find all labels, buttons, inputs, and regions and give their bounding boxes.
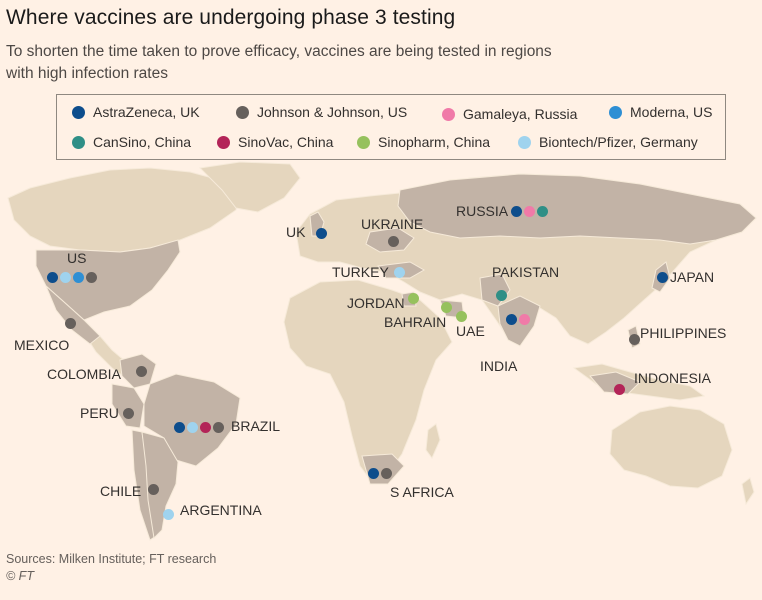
land-madagascar: [425, 423, 441, 459]
vaccine-dot: [85, 271, 97, 283]
legend-label: CanSino, China: [93, 134, 192, 150]
land-brazil: [143, 373, 241, 467]
legend-label: Biontech/Pfizer, Germany: [539, 134, 698, 150]
legend-swatch: [357, 136, 370, 149]
legend-swatch: [442, 108, 455, 121]
legend-label: Johnson & Johnson, US: [257, 104, 408, 120]
legend-label: Moderna, US: [630, 104, 713, 120]
vaccine-dot: [147, 483, 159, 495]
land-new-zealand: [741, 477, 755, 506]
country-label-peru: PERU: [80, 405, 119, 421]
legend-swatch: [217, 136, 230, 149]
legend-item-sinovac: SinoVac, China: [217, 134, 333, 150]
land-north-america-north: [7, 167, 241, 253]
country-label-indonesia: INDONESIA: [634, 370, 712, 386]
country-label-india: INDIA: [480, 358, 518, 374]
land-africa: [283, 279, 453, 483]
vaccine-dot: [495, 289, 507, 301]
vaccine-dot: [122, 407, 134, 419]
vaccine-dot: [315, 227, 327, 239]
country-label-philippines: PHILIPPINES: [640, 325, 727, 341]
legend-item-jnj: Johnson & Johnson, US: [236, 104, 407, 120]
legend-item-gamaleya: Gamaleya, Russia: [442, 106, 577, 122]
country-label-turkey: TURKEY: [332, 264, 389, 280]
country-label-uk: UK: [286, 224, 306, 240]
vaccine-dot: [518, 313, 530, 325]
land-indonesia: [589, 371, 641, 395]
vaccine-dot: [523, 205, 535, 217]
land-mexico: [45, 285, 101, 345]
legend-swatch: [72, 136, 85, 149]
land-australia: [609, 405, 733, 489]
country-label-mexico: MEXICO: [14, 337, 70, 353]
world-map: [7, 161, 757, 541]
country-label-brazil: BRAZIL: [231, 418, 281, 434]
country-label-jordan: JORDAN: [347, 295, 405, 311]
country-label-colombia: COLOMBIA: [47, 366, 121, 382]
legend: AstraZeneca, UK Johnson & Johnson, US Ga…: [56, 94, 726, 160]
vaccine-dot: [72, 271, 84, 283]
country-label-chile: CHILE: [100, 483, 142, 499]
legend-item-sinopharm: Sinopharm, China: [357, 134, 490, 150]
legend-item-moderna: Moderna, US: [609, 104, 712, 120]
country-label-argentina: ARGENTINA: [180, 502, 262, 518]
vaccine-dot: [387, 235, 399, 247]
vaccine-dot: [613, 383, 625, 395]
vaccine-dot: [173, 421, 185, 433]
country-label-ukraine: UKRAINE: [361, 216, 424, 232]
vaccine-dot: [64, 317, 76, 329]
legend-swatch: [518, 136, 531, 149]
legend-item-cansino: CanSino, China: [72, 134, 191, 150]
vaccine-dot: [440, 301, 452, 313]
country-label-japan: JAPAN: [670, 269, 715, 285]
legend-label: Sinopharm, China: [378, 134, 491, 150]
vaccine-dot: [367, 467, 379, 479]
country-label-pakistan: PAKISTAN: [492, 264, 560, 280]
vaccine-dot: [393, 266, 405, 278]
vaccine-dot: [510, 205, 522, 217]
country-label-bahrain: BAHRAIN: [384, 314, 447, 330]
vaccine-dot: [380, 467, 392, 479]
vaccine-dot: [46, 271, 58, 283]
legend-item-astrazeneca: AstraZeneca, UK: [72, 104, 200, 120]
legend-swatch: [609, 106, 622, 119]
vaccine-dot: [212, 421, 224, 433]
land-russia: [397, 173, 757, 245]
country-label-uae: UAE: [456, 323, 485, 339]
legend-label: AstraZeneca, UK: [93, 104, 200, 120]
chart-subtitle: To shorten the time taken to prove effic…: [6, 43, 552, 82]
vaccine-dot: [186, 421, 198, 433]
vaccine-dot: [656, 271, 668, 283]
vaccine-dot: [199, 421, 211, 433]
legend-label: Gamaleya, Russia: [463, 106, 578, 122]
vaccine-dot: [135, 365, 147, 377]
chart-title: Where vaccines are undergoing phase 3 te…: [6, 6, 456, 29]
vaccine-dot: [628, 333, 640, 345]
land-peru: [111, 383, 145, 429]
land-greenland: [198, 161, 301, 213]
country-label-russia: RUSSIA: [456, 203, 509, 219]
legend-label: SinoVac, China: [238, 134, 334, 150]
legend-swatch: [72, 106, 85, 119]
vaccine-dot: [162, 508, 174, 520]
country-label-s-africa: S AFRICA: [390, 484, 454, 500]
source-note: Sources: Milken Institute; FT research: [6, 552, 217, 566]
legend-swatch: [236, 106, 249, 119]
credit: © FT: [6, 569, 34, 583]
vaccine-dot: [505, 313, 517, 325]
vaccine-dot: [536, 205, 548, 217]
vaccine-dot: [455, 310, 467, 322]
vaccine-dot: [59, 271, 71, 283]
legend-item-biontech: Biontech/Pfizer, Germany: [518, 134, 698, 150]
country-label-us: US: [67, 250, 87, 266]
vaccine-dot: [407, 292, 419, 304]
